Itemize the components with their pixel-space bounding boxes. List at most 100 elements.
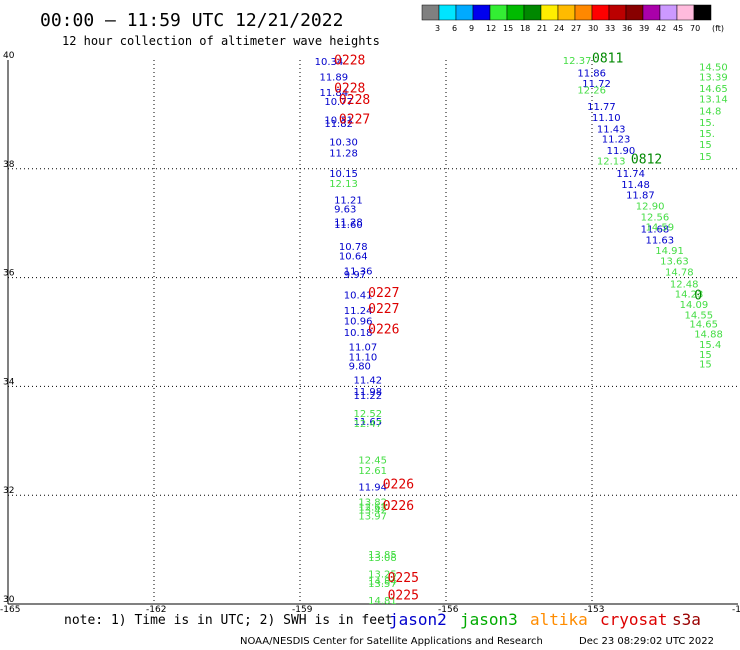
- wave-height-label: 9.97: [344, 270, 366, 281]
- legend-cryosat: cryosat: [600, 610, 667, 629]
- wave-height-label: 11.63: [646, 235, 675, 246]
- wave-height-label: 14.65: [689, 320, 718, 331]
- wave-height-label: 14.78: [665, 267, 694, 278]
- y-tick-label: 40: [3, 51, 15, 61]
- color-scale-label: 36: [622, 24, 632, 33]
- wave-height-label: 13.97: [358, 512, 387, 523]
- color-scale-label: 30: [588, 24, 598, 33]
- wave-height-label: 14.50: [699, 62, 728, 73]
- wave-height-label: 14.59: [646, 222, 675, 233]
- wave-height-label: 13.85: [368, 550, 397, 561]
- legend-jason2: jason2: [389, 610, 447, 629]
- wave-height-label: 10.78: [339, 242, 368, 253]
- wave-height-label: 11.23: [602, 135, 631, 146]
- chart-title: 00:00 – 11:59 UTC 12/21/2022: [40, 10, 343, 31]
- legend-altika: altika: [530, 610, 588, 629]
- wave-height-label: 13.39: [699, 73, 728, 84]
- wave-height-label: 11.10: [349, 352, 378, 363]
- pass-time-label: 0228: [334, 82, 365, 97]
- color-swatch: [676, 4, 695, 21]
- color-scale-label: 42: [656, 24, 666, 33]
- x-tick-label: -159: [292, 605, 313, 615]
- color-scale: 3 6 9 12 15 18 21 24 27 30 33 36 39 42 45 70 (ft): [421, 4, 724, 33]
- wave-height-label: 12.61: [358, 466, 387, 477]
- wave-height-label: 12.47: [354, 419, 383, 430]
- wave-height-label: 11.68: [641, 224, 670, 235]
- data-points: 10.3411.8911.8410.7710.3111.8210.3011.28…: [315, 52, 728, 607]
- wave-height-label: 14.88: [694, 329, 723, 340]
- wave-height-label: 12.56: [641, 212, 670, 223]
- wave-height-label: 14.65: [699, 84, 728, 95]
- wave-height-label: 11.22: [354, 391, 383, 402]
- wave-height-label: 13.82: [358, 498, 387, 509]
- wave-height-label: 11.65: [354, 417, 383, 428]
- wave-height-label: 12.90: [636, 202, 665, 213]
- wave-height-label: 11.42: [354, 376, 383, 387]
- wave-height-label: 11.82: [324, 119, 353, 130]
- x-tick-label: -153: [584, 605, 604, 615]
- wave-height-label: 11.98: [354, 387, 383, 398]
- color-swatch: [455, 4, 474, 21]
- color-scale-label: 12: [486, 24, 496, 33]
- color-scale-label: 39: [639, 24, 649, 33]
- plot-frame: [7, 60, 738, 605]
- color-scale-label: 3: [435, 24, 440, 33]
- wave-height-label: 13.08: [368, 553, 397, 564]
- wave-height-label: 11.10: [592, 113, 621, 124]
- wave-height-label: 15.: [699, 118, 715, 129]
- color-scale-label: 18: [520, 24, 530, 33]
- pass-time-label: 0226: [383, 478, 414, 493]
- y-tick-label: 32: [3, 486, 14, 496]
- wave-height-label: 10.31: [324, 116, 353, 127]
- pass-time-label: 0228: [334, 53, 365, 68]
- wave-height-label: 14.91: [655, 246, 684, 257]
- grid-lines: [8, 60, 738, 604]
- wave-height-label: 14.55: [684, 310, 713, 321]
- wave-height-label: 9.80: [349, 362, 371, 373]
- y-tick-label: 34: [3, 377, 15, 387]
- wave-height-label: 13.42: [358, 506, 387, 517]
- pass-time-label: 0225: [388, 571, 419, 586]
- wave-height-label: 14.09: [680, 300, 709, 311]
- credit-text: NOAA/NESDIS Center for Satellite Applica…: [240, 636, 543, 647]
- wave-height-label: 11.07: [349, 342, 378, 353]
- axis-ticks: -165 -162 -159 -156 -153 -154 40 38 36 34 32 30: [0, 51, 740, 615]
- wave-height-label: 13.25: [368, 569, 397, 580]
- wave-height-label: 11.74: [616, 169, 645, 180]
- color-swatch: [438, 4, 457, 21]
- color-swatch: [659, 4, 678, 21]
- pass-time-label: 0812: [631, 152, 662, 167]
- color-scale-label: 24: [554, 24, 564, 33]
- legend-jason3: jason3: [460, 610, 518, 629]
- wave-height-label: 10.34: [315, 57, 344, 68]
- wave-height-label: 15: [699, 350, 712, 361]
- color-swatch: [591, 4, 610, 21]
- color-scale-label: 27: [571, 24, 581, 33]
- x-tick-label: -154: [732, 605, 740, 615]
- color-scale-label: 70: [690, 24, 700, 33]
- color-scale-label: 21: [537, 24, 547, 33]
- wave-height-label: 11.24: [344, 306, 373, 317]
- chart-subtitle: 12 hour collection of altimeter wave hei…: [62, 34, 380, 48]
- color-scale-unit: (ft): [712, 24, 724, 33]
- color-scale-label: 9: [469, 24, 474, 33]
- color-scale-label: 45: [673, 24, 683, 33]
- pass-time-label: 0: [694, 288, 702, 303]
- legend-s3a: s3a: [672, 610, 701, 629]
- wave-height-label: 11.90: [607, 146, 636, 157]
- wave-height-label: 14.81: [368, 596, 397, 607]
- color-swatch: [489, 4, 508, 21]
- color-swatch: [693, 4, 712, 21]
- color-swatch: [642, 4, 661, 21]
- generated-timestamp: Dec 23 08:29:02 UTC 2022: [579, 636, 714, 647]
- color-swatch: [540, 4, 559, 21]
- wave-height-label: 11.21: [334, 196, 363, 207]
- wave-height-label: 11.89: [319, 73, 348, 84]
- wave-height-label: 13.63: [660, 257, 689, 268]
- pass-time-label: 0226: [368, 323, 399, 338]
- wave-height-label: 15: [699, 140, 712, 151]
- wave-height-label: 10.64: [339, 252, 368, 263]
- wave-height-label: 11.77: [587, 102, 616, 113]
- wave-height-label: 12.26: [577, 86, 606, 97]
